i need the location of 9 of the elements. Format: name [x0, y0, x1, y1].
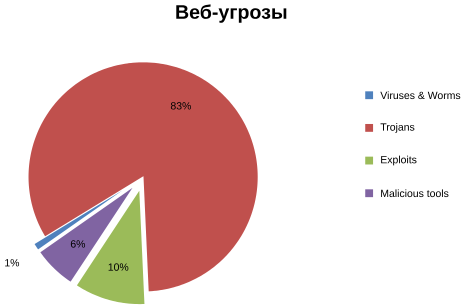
legend-label: Exploits: [381, 156, 417, 166]
legend-label: Trojans: [380, 123, 414, 133]
legend-label: Malicious tools: [381, 189, 448, 198]
data-label: 6%: [70, 240, 86, 248]
chart-title: Веб-угрозы: [176, 4, 286, 23]
data-label: 1%: [5, 259, 20, 266]
legend-label: Viruses & Worms: [380, 91, 460, 100]
data-label: 83%: [170, 102, 191, 110]
data-label: 10%: [108, 263, 128, 271]
